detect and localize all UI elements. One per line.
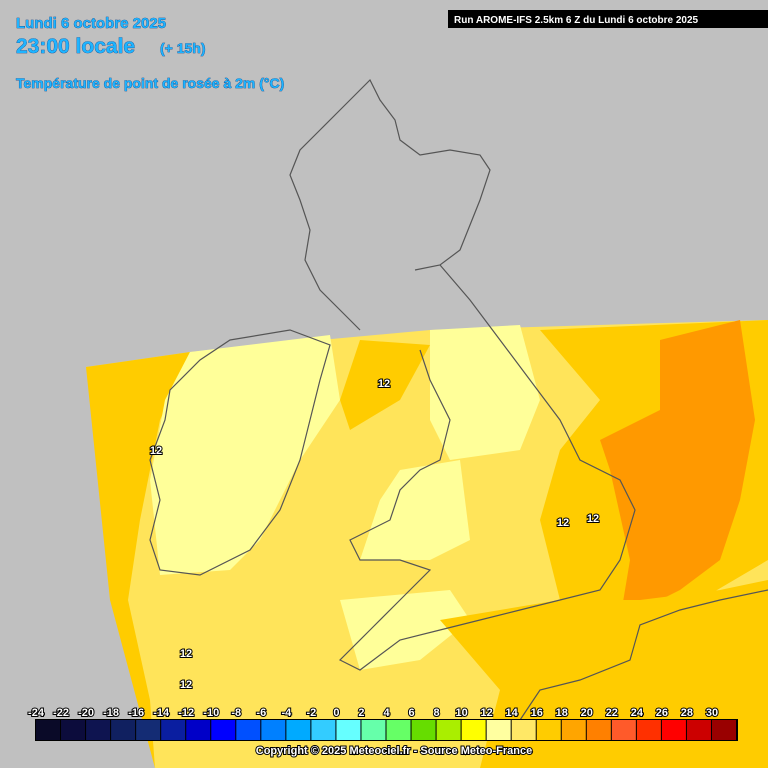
field-england: [430, 325, 540, 460]
legend-swatch: [211, 720, 236, 740]
field-cornwall: [340, 590, 470, 670]
legend-label: -24: [28, 707, 45, 719]
legend-label: -8: [231, 707, 241, 719]
coastline-gb: [338, 264, 636, 671]
legend-label: -12: [178, 707, 194, 719]
legend-label: -20: [78, 707, 94, 719]
header: Lundi 6 octobre 2025 23:00 locale (+ 15h…: [16, 10, 768, 91]
field-north-sea-warm: [600, 320, 755, 620]
legend-swatch: [161, 720, 186, 740]
legend-swatch: [236, 720, 261, 740]
legend-swatch: [661, 720, 686, 740]
legend-swatch: [436, 720, 461, 740]
legend-label: 18: [556, 707, 568, 719]
legend-label: 16: [531, 707, 543, 719]
map-date: Lundi 6 octobre 2025: [16, 15, 166, 32]
legend-swatch: [36, 720, 61, 740]
legend-label: 4: [383, 707, 390, 719]
legend-swatch: [361, 720, 386, 740]
legend-swatch: [336, 720, 361, 740]
legend-swatch: [486, 720, 511, 740]
contour-label: 12: [150, 445, 162, 457]
coastline-scotland: [289, 78, 491, 331]
legend-swatch: [711, 720, 736, 740]
legend-label: 12: [481, 707, 493, 719]
legend-swatch: [586, 720, 611, 740]
map-time: 23:00 locale: [16, 35, 135, 58]
legend-label: 24: [631, 707, 644, 719]
map-labels: 12 12 12 12 12 12: [149, 377, 600, 692]
legend: -24 -22 -20 -18 -16 -14 -12 -10 -8 -6 -4 -2 0 2 4 6 8 10 1…: [27, 706, 738, 741]
legend-label: -10: [203, 707, 219, 719]
legend-swatch: [511, 720, 536, 740]
legend-swatch: [411, 720, 436, 740]
legend-swatch: [636, 720, 661, 740]
legend-label: -14: [153, 707, 170, 719]
legend-swatch: [286, 720, 311, 740]
legend-swatch: [86, 720, 111, 740]
legend-swatch: [686, 720, 711, 740]
contour-label: 12: [180, 679, 192, 691]
contour-label: 12: [378, 378, 390, 390]
field-irish-sea: [340, 340, 430, 430]
run-info: Run AROME-IFS 2.5km 6 Z du Lundi 6 octob…: [454, 15, 699, 26]
legend-swatch: [61, 720, 86, 740]
legend-label: 30: [706, 707, 718, 719]
copyright: Copyright © 2025 Meteociel.fr - Source M…: [256, 745, 532, 757]
map-parameter: Température de point de rosée à 2m (°C): [16, 75, 284, 91]
run-box: [448, 10, 768, 28]
legend-label: 22: [606, 707, 618, 719]
legend-label: 0: [333, 707, 339, 719]
legend-swatch: [186, 720, 211, 740]
legend-label: -6: [256, 707, 266, 719]
legend-label: 26: [656, 707, 668, 719]
legend-label: 2: [358, 707, 364, 719]
coastline-ireland: [149, 329, 331, 576]
legend-label: 28: [681, 707, 693, 719]
coastline-france: [519, 589, 768, 721]
legend-label: -4: [281, 707, 292, 719]
contour-label: 12: [557, 517, 569, 529]
contour-label: 12: [180, 648, 192, 660]
legend-label: -18: [103, 707, 119, 719]
legend-swatch: [561, 720, 586, 740]
legend-swatch: [311, 720, 336, 740]
field-atlantic: [86, 352, 190, 768]
legend-label: 10: [455, 707, 467, 719]
legend-label: 6: [408, 707, 414, 719]
field-wales: [360, 460, 470, 560]
legend-label: -22: [53, 707, 69, 719]
legend-swatch: [136, 720, 161, 740]
map-lead: (+ 15h): [160, 40, 206, 56]
legend-swatch: [536, 720, 561, 740]
legend-swatch: [461, 720, 486, 740]
legend-swatch: [386, 720, 411, 740]
legend-swatch: [611, 720, 636, 740]
legend-swatch: [111, 720, 136, 740]
contour-label: 12: [587, 513, 599, 525]
field-ireland: [150, 335, 340, 575]
legend-label: 8: [434, 707, 440, 719]
legend-label: 20: [581, 707, 593, 719]
legend-label: -2: [307, 707, 317, 719]
legend-label: 14: [506, 707, 519, 719]
legend-label: -16: [128, 707, 144, 719]
legend-swatch: [261, 720, 286, 740]
